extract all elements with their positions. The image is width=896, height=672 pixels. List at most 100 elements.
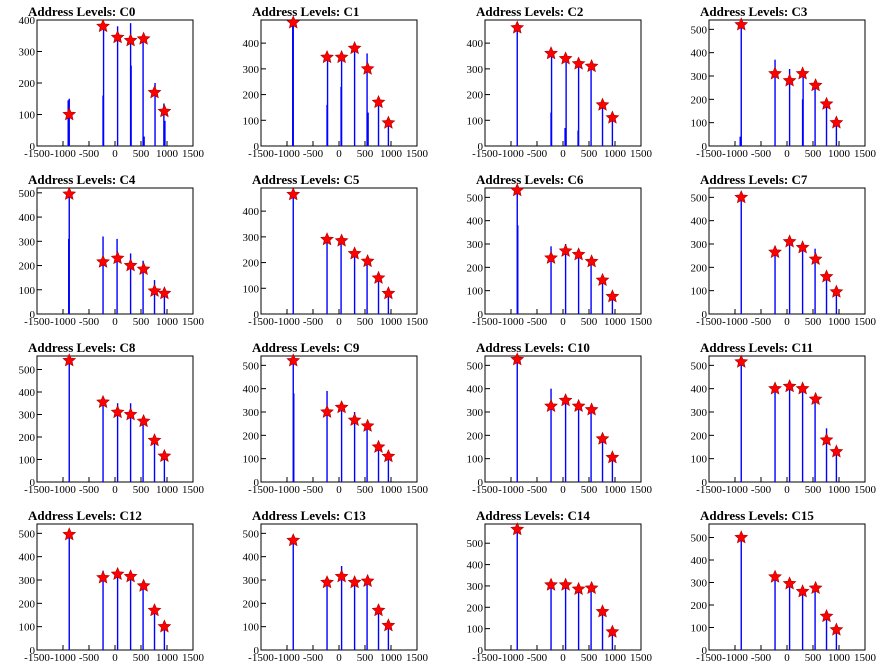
peak-marker (510, 522, 525, 536)
y-tick-label: 100 (467, 286, 484, 298)
x-tick-label: -1000 (498, 652, 524, 664)
y-tick-label: 100 (19, 285, 36, 297)
peak-marker (605, 450, 620, 464)
y-tick-label: 500 (691, 192, 708, 204)
axes-frame (260, 187, 418, 315)
y-tick-label: 0 (478, 141, 484, 153)
y-tick-label: 100 (467, 454, 484, 466)
y-tick-label: 300 (243, 575, 260, 587)
y-tick-label: 200 (19, 78, 36, 90)
x-tick-label: -1500 (696, 484, 722, 496)
peak-marker (595, 272, 610, 287)
axes-frame (260, 355, 418, 483)
peak-marker (558, 51, 573, 65)
peak-marker (829, 284, 844, 298)
axes-frame (708, 355, 866, 483)
y-tick-label: 0 (478, 645, 484, 657)
peak-marker (371, 95, 386, 109)
peak-marker (96, 254, 110, 268)
peak-marker (584, 59, 599, 73)
x-tick-label: 1000 (828, 484, 851, 496)
peak-marker (734, 17, 749, 31)
panel-title: Address Levels: C13 (252, 508, 366, 523)
x-tick-label: 500 (357, 316, 374, 328)
histogram-plot: 0 100 200 300 400 500 -1500 -1000 -500 0 500 1000 15… (243, 353, 429, 496)
histogram-panel: Address Levels: C13 0 100 200 300 400 500 -1500… (224, 504, 448, 672)
x-tick-label: 1500 (406, 316, 429, 328)
x-tick-label: 1500 (406, 148, 429, 160)
peak-marker (768, 381, 782, 395)
y-tick-label: 400 (691, 216, 708, 228)
x-tick-label: 1000 (828, 316, 851, 328)
y-tick-label: 100 (243, 454, 260, 466)
y-tick-label: 0 (30, 477, 36, 489)
x-tick-label: 1000 (604, 148, 627, 160)
histogram-panel: Address Levels: C7 0 100 200 300 400 500 -1500-… (672, 168, 896, 336)
peak-marker (584, 580, 599, 594)
panel-title: Address Levels: C0 (28, 4, 136, 19)
y-tick-label: 500 (19, 188, 36, 200)
x-tick-label: -500 (751, 316, 772, 328)
y-tick-label: 300 (243, 407, 260, 419)
x-tick-label: -1000 (274, 484, 300, 496)
panel-title: Address Levels: C5 (252, 172, 360, 187)
peak-marker (110, 30, 125, 44)
y-tick-label: 300 (19, 410, 36, 422)
y-tick-label: 0 (478, 309, 484, 321)
x-tick-label: -1000 (50, 652, 76, 664)
histogram-panel: Address Levels: C4 0 100 200 300 400 500 -1500-… (0, 168, 224, 336)
peak-marker (558, 243, 573, 257)
peak-marker (808, 251, 823, 266)
x-tick-label: 1000 (156, 148, 179, 160)
panel-title: Address Levels: C2 (476, 4, 584, 19)
x-tick-label: 1000 (828, 652, 851, 664)
y-tick-label: 300 (467, 407, 484, 419)
x-tick-label: -500 (751, 484, 772, 496)
histogram-panel: Address Levels: C0 0 100 200 300 400 -1500 -100… (0, 0, 224, 168)
peak-marker (123, 407, 138, 421)
x-tick-label: -1500 (472, 484, 498, 496)
x-tick-label: -1000 (50, 148, 76, 160)
panel-title: Address Levels: C7 (700, 172, 808, 187)
axes-frame (260, 19, 418, 147)
peak-marker (605, 110, 620, 124)
y-tick-label: 200 (467, 90, 484, 102)
panel-title: Address Levels: C4 (28, 172, 136, 187)
peak-marker (808, 391, 823, 406)
peak-marker (320, 232, 334, 246)
y-tick-label: 100 (243, 622, 260, 634)
x-tick-label: 500 (805, 652, 822, 664)
y-tick-label: 500 (691, 360, 708, 372)
y-tick-label: 500 (691, 24, 708, 36)
x-tick-label: 500 (357, 148, 374, 160)
x-tick-label: -1000 (722, 316, 748, 328)
y-tick-label: 400 (691, 48, 708, 60)
peak-marker (571, 247, 586, 261)
peak-marker (320, 575, 334, 589)
x-tick-label: 0 (560, 652, 566, 664)
peak-marker (768, 569, 782, 583)
peak-marker (347, 575, 362, 589)
axes-frame (484, 355, 642, 483)
x-tick-label: 1500 (630, 148, 653, 160)
y-tick-label: 300 (691, 578, 708, 590)
y-tick-label: 100 (691, 454, 708, 466)
x-tick-label: -1500 (248, 148, 274, 160)
peak-marker (381, 449, 396, 463)
y-tick-label: 300 (691, 407, 708, 419)
histogram-plot: 0 100 200 300 400 500 -1500 -1000 -500 0 500 1000 15… (691, 523, 877, 664)
peak-marker (147, 603, 162, 617)
x-tick-label: 1500 (854, 484, 877, 496)
peak-marker (819, 269, 834, 283)
x-tick-label: 1500 (854, 148, 877, 160)
x-tick-label: -1500 (248, 652, 274, 664)
peak-marker (334, 233, 349, 247)
x-tick-label: -1000 (722, 652, 748, 664)
y-tick-label: 100 (691, 286, 708, 298)
x-tick-label: 500 (805, 484, 822, 496)
x-tick-label: -1000 (274, 652, 300, 664)
x-tick-label: 0 (784, 148, 790, 160)
peak-marker (110, 566, 125, 581)
axes-frame (36, 523, 194, 651)
y-tick-label: 0 (254, 645, 260, 657)
